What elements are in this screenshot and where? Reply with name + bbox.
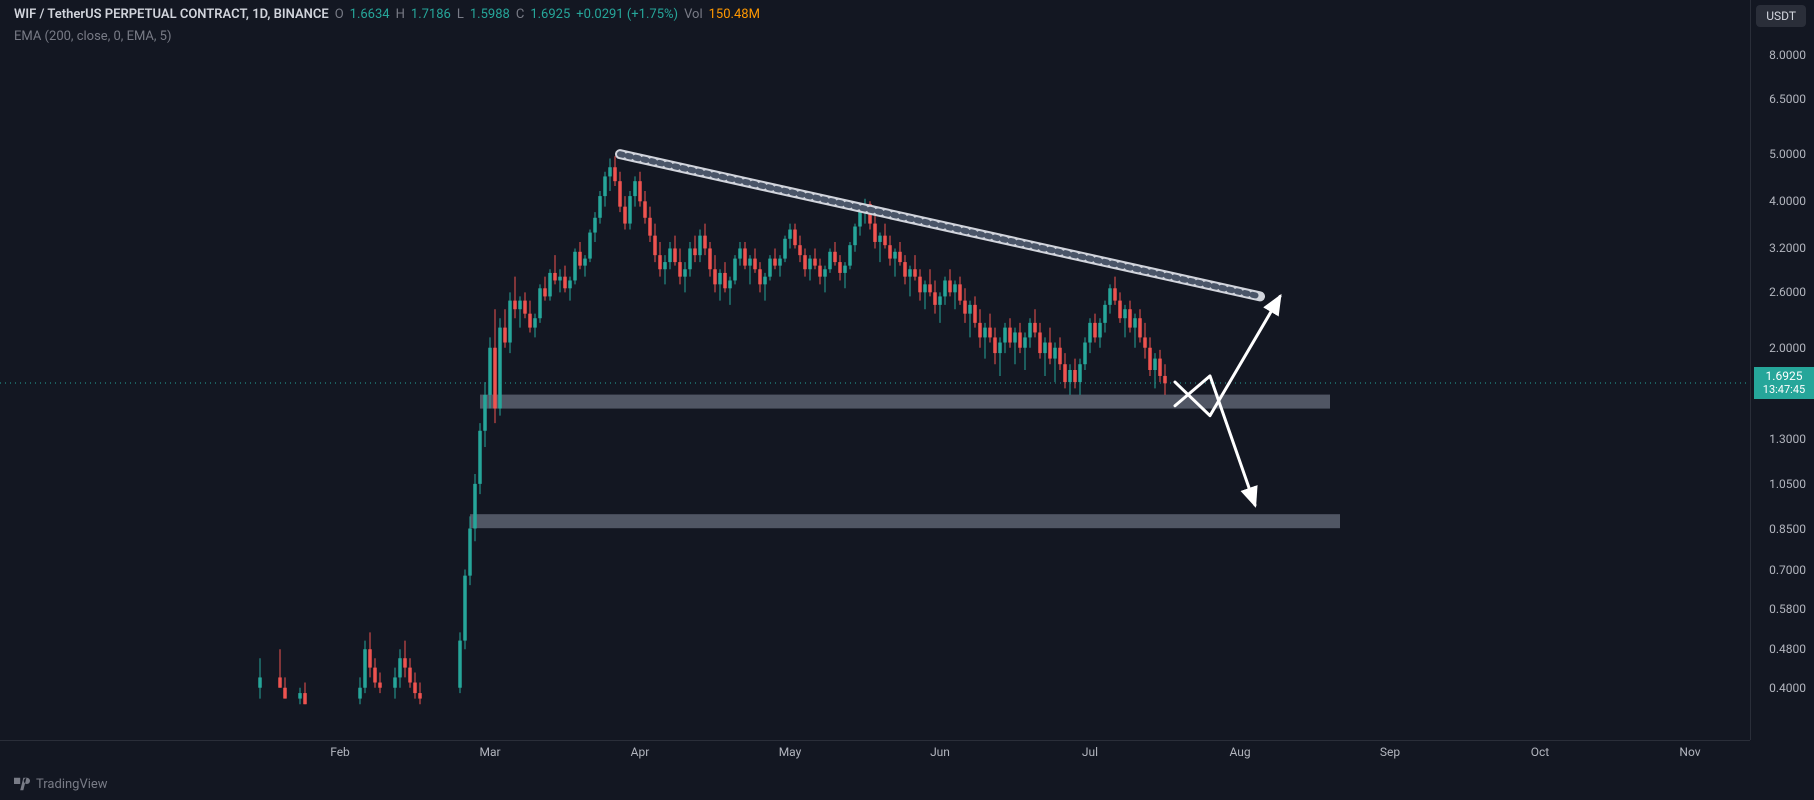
x-tick: Sep <box>1380 745 1400 759</box>
symbol-label[interactable]: WIF / TetherUS PERPETUAL CONTRACT, 1D, B… <box>14 6 329 24</box>
x-tick: Oct <box>1531 745 1549 759</box>
y-tick: 3.2000 <box>1769 241 1806 255</box>
y-tick: 1.3000 <box>1769 432 1806 446</box>
x-tick: Apr <box>631 745 650 759</box>
chart-header: WIF / TetherUS PERPETUAL CONTRACT, 1D, B… <box>14 6 760 46</box>
x-tick: May <box>779 745 802 759</box>
y-tick: 8.0000 <box>1769 48 1806 62</box>
chart-plot-area[interactable] <box>0 0 1750 740</box>
y-tick: 0.7000 <box>1769 563 1806 577</box>
y-tick: 0.4800 <box>1769 642 1806 656</box>
currency-badge[interactable]: USDT <box>1756 5 1806 27</box>
tradingview-logo[interactable]: TradingView <box>14 776 108 792</box>
ohlc-o: 1.6634 <box>350 6 390 24</box>
current-price-tag: 1.692513:47:45 <box>1754 367 1814 399</box>
vol-label: Vol <box>684 6 703 24</box>
y-tick: 5.0000 <box>1769 147 1806 161</box>
ohlc-h-label: H <box>396 6 405 24</box>
y-tick: 6.5000 <box>1769 92 1806 106</box>
x-axis[interactable]: Feb Mar Apr May Jun Jul Aug Sep Oct Nov <box>0 740 1750 762</box>
y-axis[interactable]: 8.0000 6.5000 5.0000 4.0000 3.2000 2.6000 2.00… <box>1750 0 1814 740</box>
y-tick: 2.6000 <box>1769 285 1806 299</box>
ohlc-c-label: C <box>516 6 524 24</box>
chart-svg[interactable] <box>0 0 1750 740</box>
x-tick: Aug <box>1229 745 1250 759</box>
ohlc-change: +0.0291 (+1.75%) <box>576 6 678 24</box>
y-tick: 2.0000 <box>1769 341 1806 355</box>
footer-text: TradingView <box>36 777 108 792</box>
y-tick: 1.0500 <box>1769 477 1806 491</box>
y-tick: 4.0000 <box>1769 194 1806 208</box>
y-tick: 0.8500 <box>1769 522 1806 536</box>
ohlc-l-label: L <box>457 6 464 24</box>
ohlc-o-label: O <box>335 6 344 24</box>
x-tick: Jun <box>930 745 950 759</box>
indicator-label[interactable]: EMA (200, close, 0, EMA, 5) <box>14 29 172 44</box>
vol-value: 150.48M <box>709 6 760 24</box>
x-tick: Feb <box>330 745 350 759</box>
x-tick: Nov <box>1679 745 1700 759</box>
ohlc-h: 1.7186 <box>411 6 451 24</box>
y-tick: 0.5800 <box>1769 602 1806 616</box>
x-tick: Mar <box>479 745 500 759</box>
x-tick: Jul <box>1082 745 1098 759</box>
y-tick: 0.4000 <box>1769 681 1806 695</box>
chart-container: WIF / TetherUS PERPETUAL CONTRACT, 1D, B… <box>0 0 1814 800</box>
ohlc-l: 1.5988 <box>470 6 510 24</box>
tv-logo-icon <box>14 776 30 792</box>
ohlc-c: 1.6925 <box>530 6 570 24</box>
